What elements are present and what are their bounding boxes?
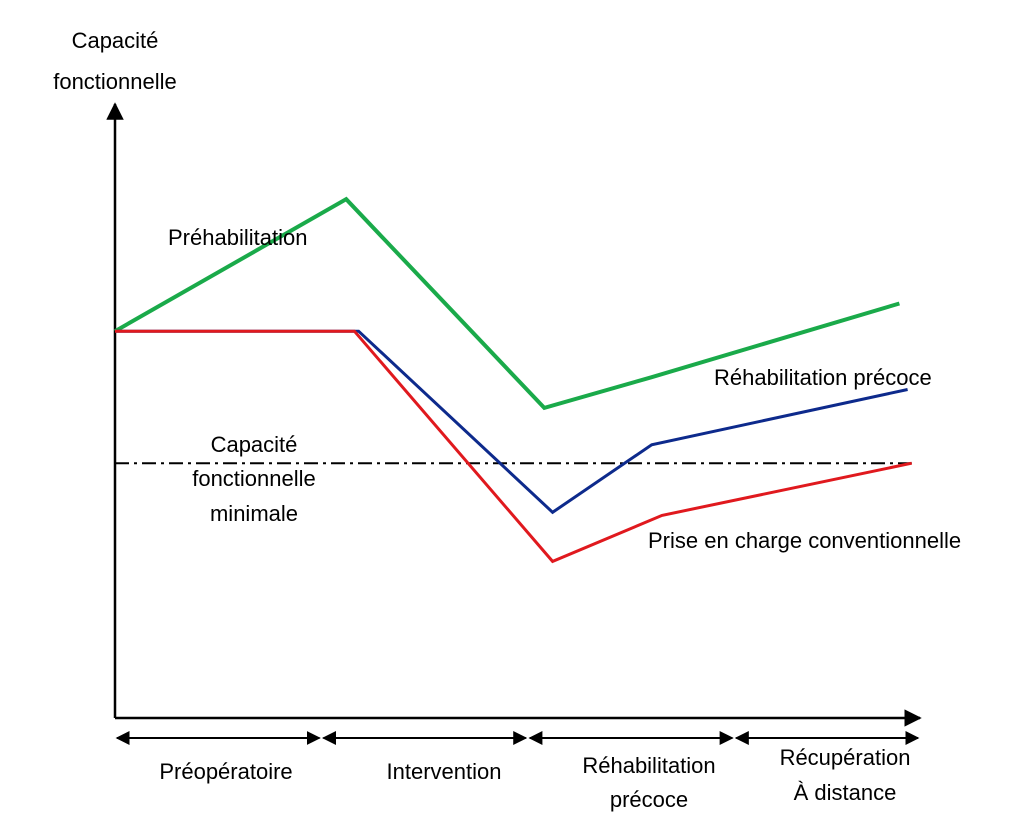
y-axis-label-line-2: fonctionnelle xyxy=(53,69,177,94)
phase-label-remote-recovery-line-1: Récupération xyxy=(780,745,911,770)
series-label-prehabilitation: Préhabilitation xyxy=(168,225,307,250)
series-line-prehabilitation xyxy=(114,196,900,411)
phase-label-intervention: Intervention xyxy=(387,759,502,784)
phase-label-remote-recovery-line-2: À distance xyxy=(794,780,897,805)
phase-label-preoperative: Préopératoire xyxy=(159,759,292,784)
series-line-conventional-care xyxy=(115,329,913,564)
series-label-conventional-care: Prise en charge conventionnelle xyxy=(648,528,961,553)
y-axis-label-line-1: Capacité xyxy=(72,28,159,53)
reference-label-line-2: fonctionnelle xyxy=(192,466,316,491)
reference-label-line-3: minimale xyxy=(210,501,298,526)
phase-label-early-rehabilitation-line-1: Réhabilitation xyxy=(582,753,715,778)
series-label-early-rehabilitation: Réhabilitation précoce xyxy=(714,365,932,390)
phase-label-early-rehabilitation-line-2: précoce xyxy=(610,787,688,812)
reference-label-line-1: Capacité xyxy=(211,432,298,457)
